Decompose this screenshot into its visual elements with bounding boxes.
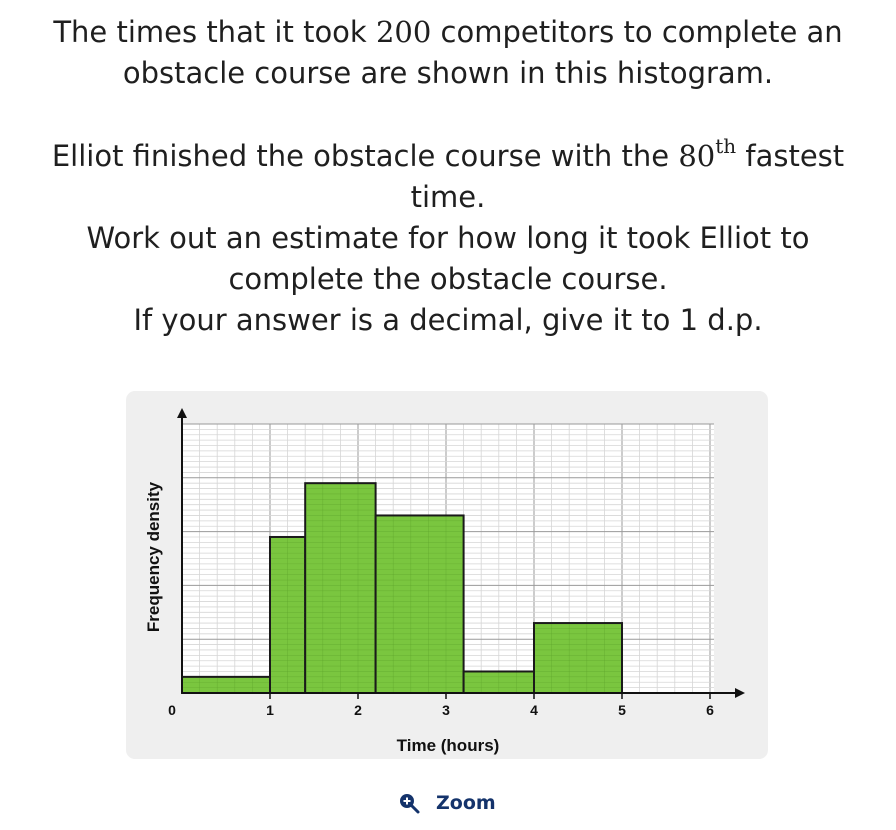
zoom-in-icon xyxy=(400,794,420,814)
x-tick-label: 1 xyxy=(266,702,274,718)
rank-value: 80th xyxy=(678,134,737,173)
question-text-part: The times that it took xyxy=(53,15,367,49)
question-line-3: Elliot finished the obstacle course with… xyxy=(0,136,896,177)
x-tick-label: 6 xyxy=(706,702,714,718)
x-tick-label: 5 xyxy=(618,702,626,718)
question-line-1: The times that it took 200 competitors t… xyxy=(0,12,896,53)
x-tick-label: 0 xyxy=(168,702,176,718)
question-text-part: competitors to complete an xyxy=(440,15,843,49)
y-axis-label: Frequency density xyxy=(144,481,163,632)
x-axis-label: Time (hours) xyxy=(397,736,500,755)
histogram-bar xyxy=(533,622,623,694)
competitor-count: 200 xyxy=(375,15,432,49)
zoom-label: Zoom xyxy=(436,792,496,814)
question-line-5: Work out an estimate for how long it too… xyxy=(86,221,810,255)
question-text-part: Elliot finished the obstacle course with… xyxy=(51,139,670,173)
question-text-part: fastest xyxy=(745,139,845,173)
x-axis-arrow xyxy=(735,688,745,698)
x-tick-label: 2 xyxy=(354,702,362,718)
question-line-7: If your answer is a decimal, give it to … xyxy=(133,303,763,337)
histogram-bar xyxy=(374,514,465,694)
rank-suffix: th xyxy=(715,134,737,159)
x-tick-label: 4 xyxy=(530,702,538,718)
question-line-6: complete the obstacle course. xyxy=(228,262,668,296)
histogram-bar xyxy=(181,675,271,694)
histogram-card: 0 1 2 3 4 5 6 Time (hours) Frequency density xyxy=(126,391,768,759)
zoom-button[interactable]: Zoom xyxy=(396,786,496,820)
question-line-2: obstacle course are shown in this histog… xyxy=(122,56,774,90)
y-axis-arrow xyxy=(177,408,187,418)
question-text: The times that it took 200 competitors t… xyxy=(0,12,896,341)
histogram-chart: 0 1 2 3 4 5 6 Time (hours) Frequency density xyxy=(144,408,745,755)
x-tick-label: 3 xyxy=(442,702,450,718)
question-line-4: time. xyxy=(410,180,486,214)
